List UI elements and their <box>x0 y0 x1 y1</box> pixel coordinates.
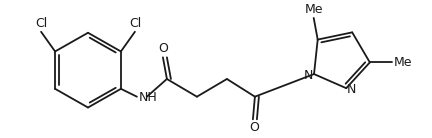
Text: N: N <box>347 83 356 96</box>
Text: N: N <box>304 69 313 82</box>
Text: Me: Me <box>394 56 412 69</box>
Text: Cl: Cl <box>129 17 141 30</box>
Text: Cl: Cl <box>35 17 47 30</box>
Text: O: O <box>249 121 259 134</box>
Text: Me: Me <box>305 3 323 16</box>
Text: O: O <box>158 42 168 55</box>
Text: NH: NH <box>139 91 158 104</box>
